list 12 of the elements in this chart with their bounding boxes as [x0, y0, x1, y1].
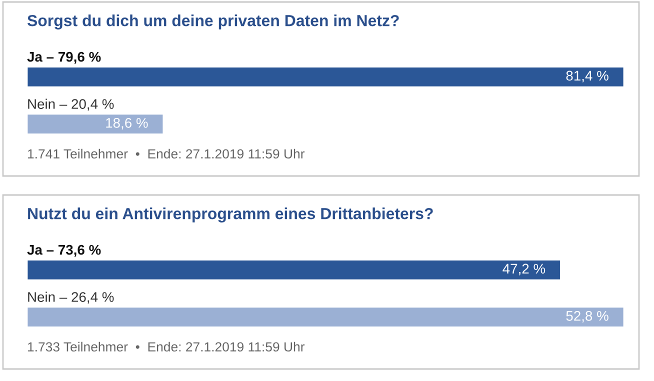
category-label: Nein – 26,4 %	[28, 292, 114, 304]
category-label: Ja – 73,6 %	[27, 244, 101, 257]
category-label: Ja – 79,6 %	[27, 52, 101, 64]
category-label: Nein – 20,4 %	[28, 98, 114, 111]
text: 1.741 Teilnehmer • Ende: 27.1.2019 11:59 Uhr	[28, 148, 305, 159]
data-label: 81,4 %	[566, 70, 608, 82]
text: 1.733 Teilnehmer • Ende: 27.1.2019 11:59 Uhr	[28, 342, 305, 352]
data-label: 47,2 %	[502, 264, 546, 276]
data-label: 52,8 %	[566, 310, 608, 322]
chart-title: Sorgst du dich um deine privaten Daten im Netz?	[27, 14, 399, 30]
chart-title: Nutzt du ein Antivirenprogramm eines Drittanbieters?	[28, 208, 433, 222]
data-label: 18,6 %	[106, 118, 148, 130]
